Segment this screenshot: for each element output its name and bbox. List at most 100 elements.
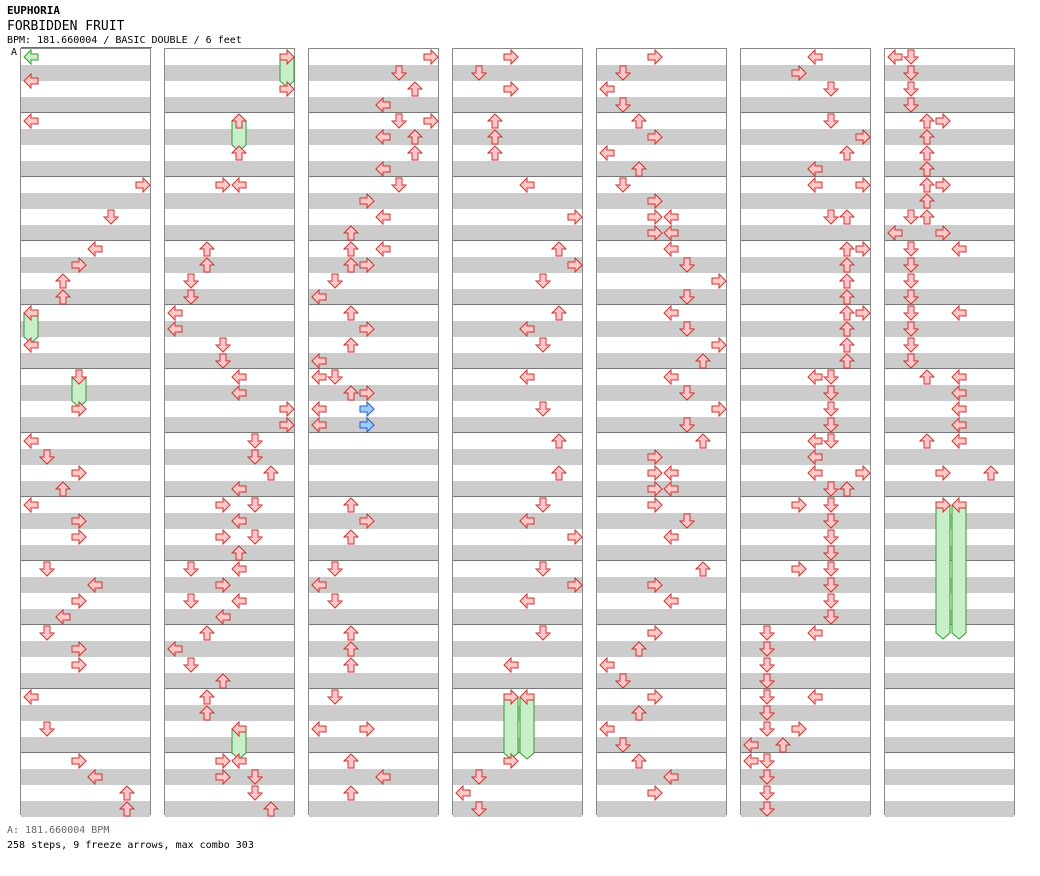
step-arrow-down <box>470 65 488 81</box>
step-arrow-right <box>279 400 295 418</box>
step-arrow-up <box>342 305 360 321</box>
step-arrow-up <box>262 801 280 817</box>
beat-band <box>741 801 870 817</box>
chart-stats: 258 steps, 9 freeze arrows, max combo 30… <box>7 840 254 851</box>
step-arrow-up <box>230 113 248 129</box>
beat-band <box>741 385 870 401</box>
step-arrow-right <box>935 464 951 482</box>
step-arrow-down <box>678 321 696 337</box>
step-arrow-right <box>71 592 87 610</box>
step-arrow-right <box>567 208 583 226</box>
step-arrow-down <box>182 657 200 673</box>
beat-band <box>885 801 1014 817</box>
step-arrow-down <box>822 577 840 593</box>
step-arrow-up <box>342 753 360 769</box>
step-arrow-up <box>630 113 648 129</box>
beat-band <box>309 129 438 145</box>
step-arrow-down <box>246 433 264 449</box>
step-arrow-down <box>822 81 840 97</box>
step-arrow-left <box>167 320 183 338</box>
beat-band <box>165 801 294 817</box>
beat-band <box>885 449 1014 465</box>
beat-band <box>885 161 1014 177</box>
step-arrow-left <box>231 480 247 498</box>
beat-band <box>165 641 294 657</box>
beat-band <box>741 353 870 369</box>
beat-band <box>885 705 1014 721</box>
step-arrow-left <box>663 304 679 322</box>
step-arrow-left <box>23 688 39 706</box>
step-arrow-up <box>694 353 712 369</box>
step-arrow-up <box>918 433 936 449</box>
beat-band <box>309 609 438 625</box>
step-arrow-left <box>311 576 327 594</box>
step-arrow-up <box>838 241 856 257</box>
column-svg <box>885 48 1014 817</box>
step-arrow-right <box>855 240 871 258</box>
step-arrow-left <box>375 240 391 258</box>
step-arrow-down <box>534 625 552 641</box>
step-arrow-down <box>758 625 776 641</box>
step-arrow-left <box>743 752 759 770</box>
beat-band <box>165 97 294 113</box>
beat-band <box>453 481 582 497</box>
beat-band <box>453 65 582 81</box>
step-arrow-up <box>630 705 648 721</box>
beat-band <box>597 545 726 561</box>
step-arrow-up <box>774 737 792 753</box>
step-arrow-down <box>902 81 920 97</box>
beat-band <box>165 481 294 497</box>
step-arrow-right <box>71 400 87 418</box>
step-arrow-right <box>855 304 871 322</box>
step-arrow-left <box>663 240 679 258</box>
step-arrow-down <box>822 481 840 497</box>
beat-band <box>597 97 726 113</box>
step-arrow-right <box>647 448 663 466</box>
step-arrow-left <box>215 608 231 626</box>
step-arrow-right <box>215 576 231 594</box>
step-arrow-left <box>663 464 679 482</box>
step-arrow-right <box>647 624 663 642</box>
beat-band <box>741 705 870 721</box>
step-arrow-up <box>118 785 136 801</box>
step-arrow-down <box>758 705 776 721</box>
step-arrow-left <box>807 464 823 482</box>
step-arrow-right <box>647 208 663 226</box>
beat-band <box>165 193 294 209</box>
step-arrow-up <box>342 625 360 641</box>
beat-band <box>597 737 726 753</box>
step-arrow-up <box>342 257 360 273</box>
beat-band <box>741 769 870 785</box>
step-arrow-right <box>359 192 375 210</box>
step-arrow-down <box>102 209 120 225</box>
step-arrow-left <box>23 336 39 354</box>
bpm-legend: A: 181.660004 BPM <box>7 825 110 836</box>
step-arrow-down <box>758 801 776 817</box>
step-arrow-right <box>711 272 727 290</box>
step-arrow-up <box>918 369 936 385</box>
step-arrow-right <box>791 560 807 578</box>
step-arrow-up <box>550 241 568 257</box>
step-arrow-right <box>215 496 231 514</box>
step-arrow-up <box>406 145 424 161</box>
step-arrow-right <box>359 400 375 418</box>
step-arrow-left <box>519 592 535 610</box>
step-arrow-down <box>38 625 56 641</box>
step-arrow-up <box>918 209 936 225</box>
step-arrow-right <box>359 320 375 338</box>
step-arrow-up <box>918 145 936 161</box>
step-arrow-up <box>550 305 568 321</box>
step-arrow-down <box>38 561 56 577</box>
step-arrow-up <box>342 529 360 545</box>
beat-band <box>21 193 150 209</box>
column-svg <box>453 48 583 817</box>
chart-info: BPM: 181.660004 / BASIC DOUBLE / 6 feet <box>7 35 242 46</box>
beat-band <box>597 385 726 401</box>
step-arrow-right <box>71 528 87 546</box>
step-arrow-left <box>167 640 183 658</box>
beat-band <box>885 193 1014 209</box>
step-arrow-right <box>935 224 951 242</box>
step-arrow-left <box>231 560 247 578</box>
step-arrow-down <box>822 385 840 401</box>
beat-band <box>309 481 438 497</box>
